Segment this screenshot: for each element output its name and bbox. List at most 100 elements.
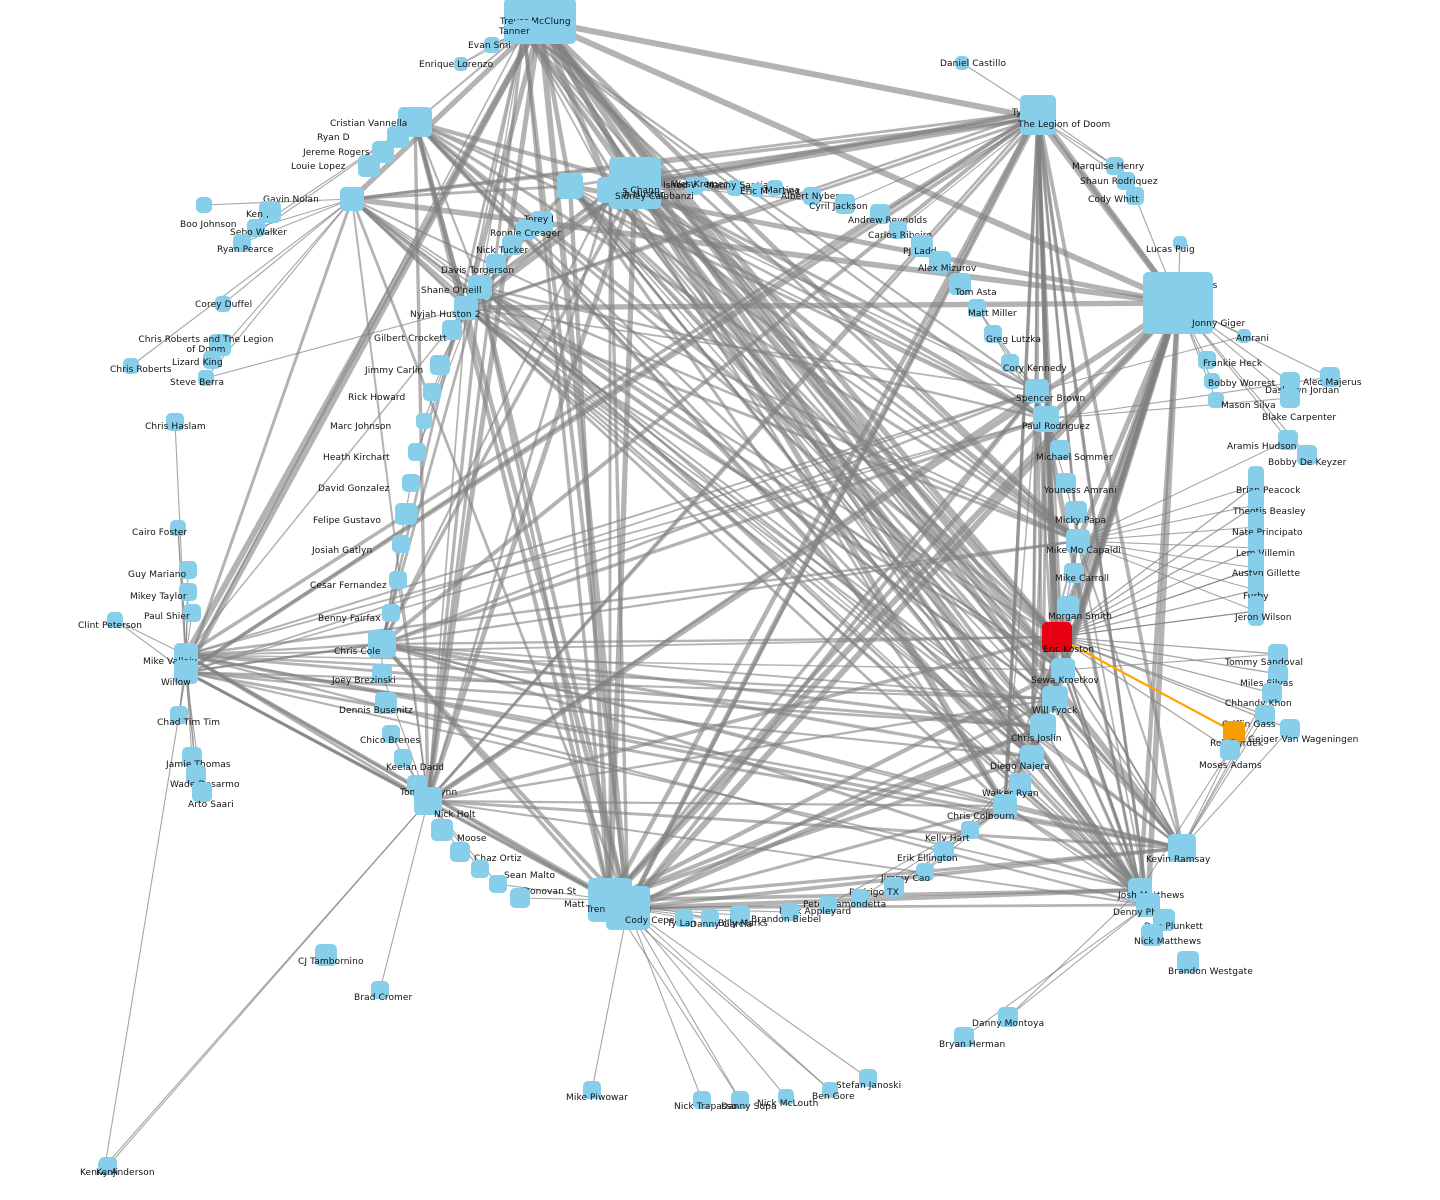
graph-node[interactable] [695,177,709,191]
graph-node[interactable] [1280,372,1300,392]
graph-node[interactable] [502,235,522,255]
graph-node[interactable] [371,981,389,999]
graph-node[interactable] [984,325,1002,343]
graph-node[interactable] [1208,392,1224,408]
graph-node[interactable] [1030,714,1056,740]
graph-node[interactable] [949,273,971,295]
graph-node[interactable] [340,187,364,211]
graph-node[interactable] [1143,272,1213,334]
graph-node[interactable] [870,204,890,224]
graph-node[interactable] [1001,354,1019,372]
graph-node[interactable] [1204,373,1220,389]
graph-node[interactable] [583,1081,601,1099]
graph-node[interactable] [727,180,743,196]
graph-node[interactable] [1057,596,1079,618]
graph-node[interactable] [954,1027,974,1047]
graph-node[interactable] [1065,501,1087,523]
graph-node[interactable] [179,561,197,579]
graph-node[interactable] [911,235,933,257]
graph-node[interactable] [1198,351,1216,369]
graph-node[interactable] [1280,388,1300,408]
graph-node[interactable] [186,765,206,785]
graph-node[interactable] [183,604,201,622]
graph-node[interactable] [123,358,139,374]
graph-node[interactable] [510,888,530,908]
graph-node[interactable] [1280,719,1300,739]
graph-node[interactable] [835,194,855,214]
graph-node[interactable] [781,903,799,921]
graph-node[interactable] [414,787,442,815]
graph-node[interactable] [531,211,553,233]
graph-node[interactable] [1009,773,1031,795]
graph-node[interactable] [934,841,954,861]
graph-node[interactable] [1141,924,1163,946]
graph-node[interactable] [174,660,198,684]
graph-node[interactable] [1050,440,1070,460]
graph-node[interactable] [431,819,453,841]
graph-node[interactable] [1168,834,1196,862]
graph-node[interactable] [1020,745,1044,769]
graph-node[interactable] [1066,529,1090,553]
graph-node[interactable] [471,860,489,878]
graph-node[interactable] [166,413,184,431]
graph-node[interactable] [675,909,693,927]
graph-node[interactable] [233,234,251,252]
graph-node[interactable] [730,905,750,925]
graph-node[interactable] [968,299,986,317]
graph-node[interactable] [822,1082,838,1098]
graph-node[interactable] [392,535,410,553]
graph-node[interactable] [606,886,650,930]
graph-node[interactable] [416,413,432,429]
graph-node[interactable] [1025,379,1049,403]
graph-node[interactable] [468,275,492,299]
graph-node[interactable] [450,842,470,862]
graph-node[interactable] [916,863,934,881]
graph-node[interactable] [1056,473,1076,493]
graph-node[interactable] [701,909,719,927]
graph-node[interactable] [1220,740,1240,760]
graph-node[interactable] [750,183,764,197]
graph-node[interactable] [993,794,1017,818]
graph-node[interactable] [375,692,397,714]
graph-node[interactable] [215,296,231,312]
graph-node[interactable] [859,1069,877,1087]
graph-node[interactable] [998,1007,1018,1027]
graph-node[interactable] [203,351,221,369]
graph-node[interactable] [198,370,214,386]
graph-node[interactable] [961,821,979,839]
graph-node[interactable] [1173,236,1187,250]
graph-node[interactable] [394,749,412,767]
graph-node[interactable] [382,725,400,743]
graph-node[interactable] [209,334,231,356]
graph-node[interactable] [1126,187,1144,205]
graph-node[interactable] [358,155,380,177]
graph-node[interactable] [247,219,265,237]
graph-node[interactable] [851,889,869,907]
graph-node[interactable] [1278,430,1298,450]
graph-node[interactable] [423,383,441,401]
graph-node[interactable] [803,187,821,205]
graph-node[interactable] [1237,329,1251,343]
graph-node[interactable] [955,56,969,70]
graph-node[interactable] [442,320,462,340]
graph-node[interactable] [516,220,536,240]
graph-node[interactable] [372,664,392,684]
graph-node[interactable] [1020,101,1056,135]
graph-node[interactable] [315,944,337,966]
graph-node[interactable] [489,875,507,893]
graph-node[interactable] [819,896,837,914]
graph-node[interactable] [513,20,535,42]
graph-node[interactable] [1042,686,1068,712]
graph-node[interactable] [430,355,450,375]
graph-node[interactable] [368,630,396,658]
graph-node[interactable] [1268,644,1288,664]
graph-node[interactable] [486,254,506,274]
graph-node[interactable] [889,221,907,239]
graph-node[interactable] [1042,622,1072,652]
graph-node[interactable] [170,520,186,536]
graph-node[interactable] [929,251,951,273]
graph-node[interactable] [408,443,426,461]
graph-node[interactable] [1248,596,1264,626]
graph-node[interactable] [192,782,212,802]
